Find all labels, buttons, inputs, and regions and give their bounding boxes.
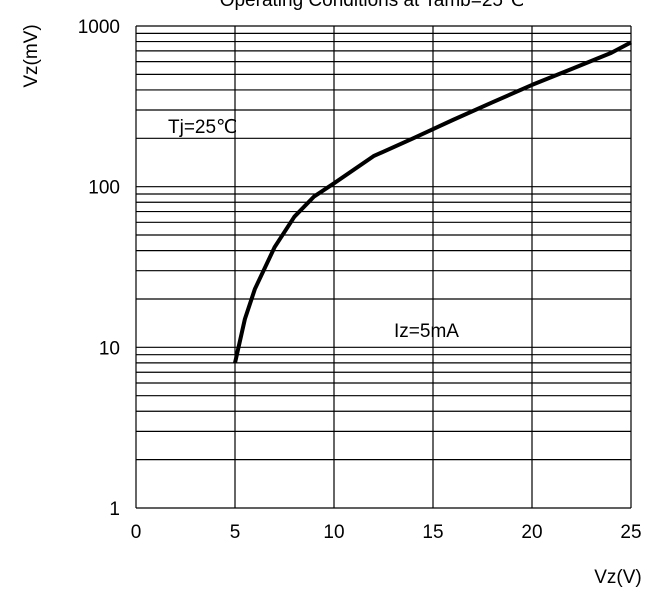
y-tick-label-1: 10 — [99, 338, 120, 359]
chart-title: Operating Conditions at Tamb=25℃ — [220, 0, 525, 11]
y-axis-label: Vz(mV) — [21, 24, 42, 87]
annotation-tj: Tj=25℃ — [168, 117, 237, 138]
y-tick-labels: 1 10 100 1000 — [78, 17, 120, 520]
y-tick-label-0: 1 — [109, 499, 120, 520]
y-tick-label-2: 100 — [88, 178, 120, 199]
series-line-0 — [233, 40, 632, 364]
x-tick-label-0: 0 — [131, 522, 142, 543]
x-tick-label-5: 25 — [620, 522, 641, 543]
x-tick-label-4: 20 — [521, 522, 542, 543]
series-group — [233, 40, 632, 364]
x-tick-label-1: 5 — [230, 522, 241, 543]
x-tick-labels: 0 5 10 15 20 25 — [131, 522, 642, 543]
x-tick-label-2: 10 — [323, 522, 344, 543]
grid — [135, 25, 632, 509]
x-axis-label: Vz(V) — [594, 567, 642, 588]
annotation-iz: Iz=5mA — [394, 321, 459, 342]
y-tick-label-3: 1000 — [78, 17, 120, 38]
x-tick-label-3: 15 — [422, 522, 443, 543]
